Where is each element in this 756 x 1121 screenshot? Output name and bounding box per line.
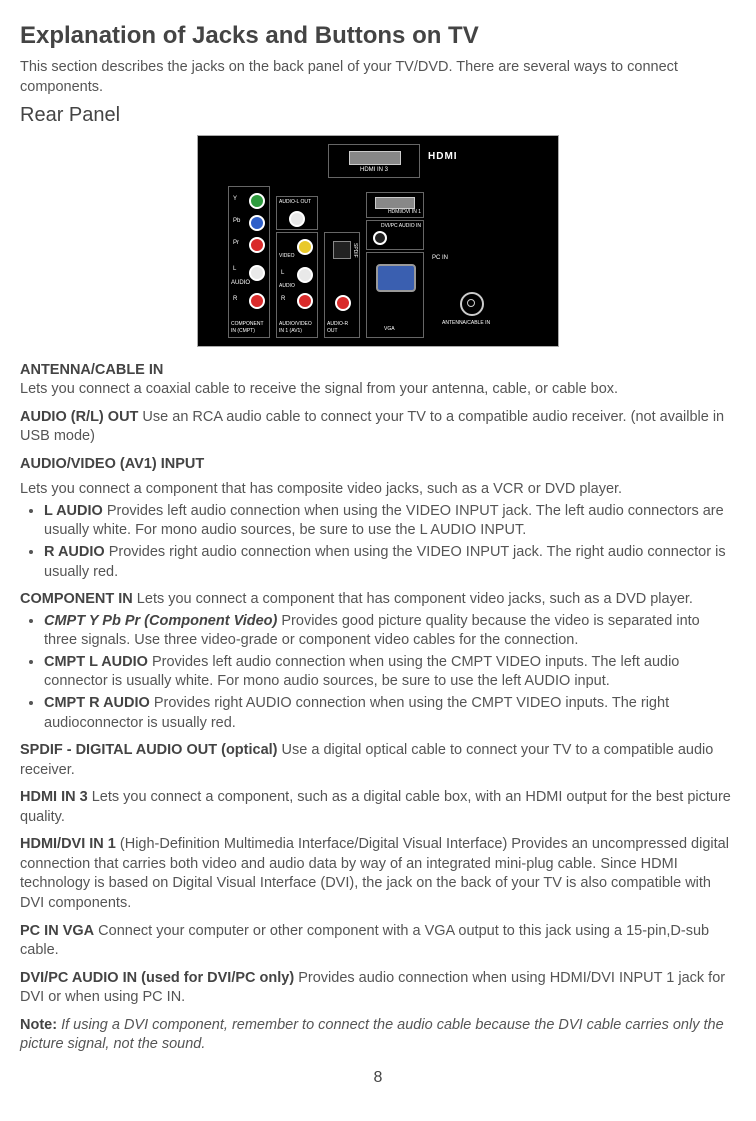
coax-port: [460, 292, 484, 316]
note-section: Note: If using a DVI component, remember…: [20, 1016, 736, 1055]
page-number: 8: [20, 1067, 736, 1089]
antenna-section: ANTENNA/CABLE IN Lets you connect a coax…: [20, 361, 736, 400]
hdmi-in-3-port: HDMI IN 3: [328, 144, 420, 178]
audio-l-out: AUDIO-L OUT: [276, 196, 318, 230]
hdmi-dvi-section: HDMI/DVI IN 1 (High-Definition Multimedi…: [20, 835, 736, 913]
component-column: Y Pb Pr L AUDIO R COMPONENT IN (CMPT): [228, 186, 270, 338]
component-bullets: CMPT Y Pb Pr (Component Video) Provides …: [20, 612, 736, 733]
av1-section: AUDIO/VIDEO (AV1) INPUT Lets you connect…: [20, 455, 736, 582]
spdif-column: SPDIF AUDIO-R OUT: [324, 232, 360, 338]
page-title: Explanation of Jacks and Buttons on TV: [20, 20, 736, 52]
intro-text: This section describes the jacks on the …: [20, 58, 736, 97]
hdmi-dvi-in-1: HDMI/DVI IN 1: [366, 192, 424, 218]
pc-vga-section: PC IN VGA Connect your computer or other…: [20, 922, 736, 961]
spdif-section: SPDIF - DIGITAL AUDIO OUT (optical) Use …: [20, 741, 736, 780]
hdmi3-section: HDMI IN 3 Lets you connect a component, …: [20, 788, 736, 827]
component-section: COMPONENT IN Lets you connect a componen…: [20, 590, 736, 733]
audio-out-section: AUDIO (R/L) OUT Use an RCA audio cable t…: [20, 408, 736, 447]
rear-panel-diagram: HDMI IN 3 HDMI Y Pb Pr L AUDIO R COMPONE…: [197, 135, 559, 347]
dvi-pc-audio-in: DVI/PC AUDIO IN: [366, 220, 424, 250]
dvi-pc-audio-section: DVI/PC AUDIO IN (used for DVI/PC only) P…: [20, 969, 736, 1008]
hdmi-logo: HDMI: [428, 150, 458, 164]
rear-panel-heading: Rear Panel: [20, 102, 736, 129]
av1-column: VIDEO L AUDIO R AUDIO/VIDEO IN 1 (AV1): [276, 232, 318, 338]
av1-bullets: L AUDIO Provides left audio connection w…: [20, 502, 736, 582]
